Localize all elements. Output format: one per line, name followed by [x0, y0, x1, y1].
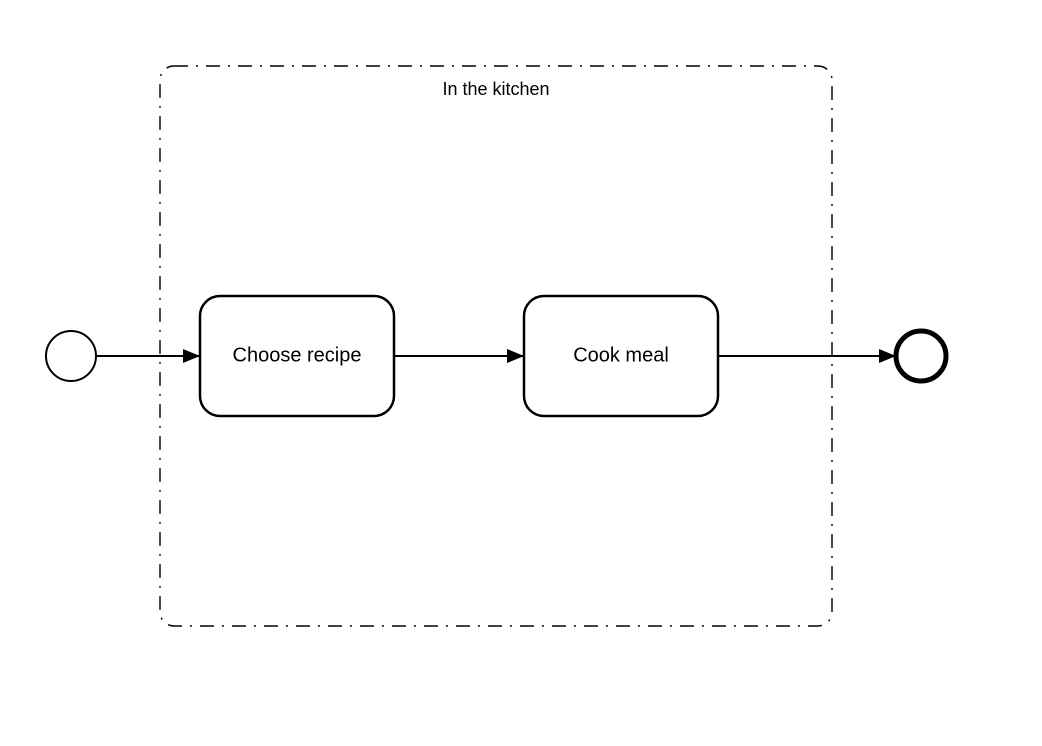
- end-event: [896, 331, 946, 381]
- group-label: In the kitchen: [442, 79, 549, 99]
- start-event: [46, 331, 96, 381]
- bpmn-diagram: In the kitchen Choose recipe Cook meal: [0, 0, 1042, 746]
- task-label-task1: Choose recipe: [233, 344, 362, 366]
- task-label-task2: Cook meal: [573, 344, 669, 366]
